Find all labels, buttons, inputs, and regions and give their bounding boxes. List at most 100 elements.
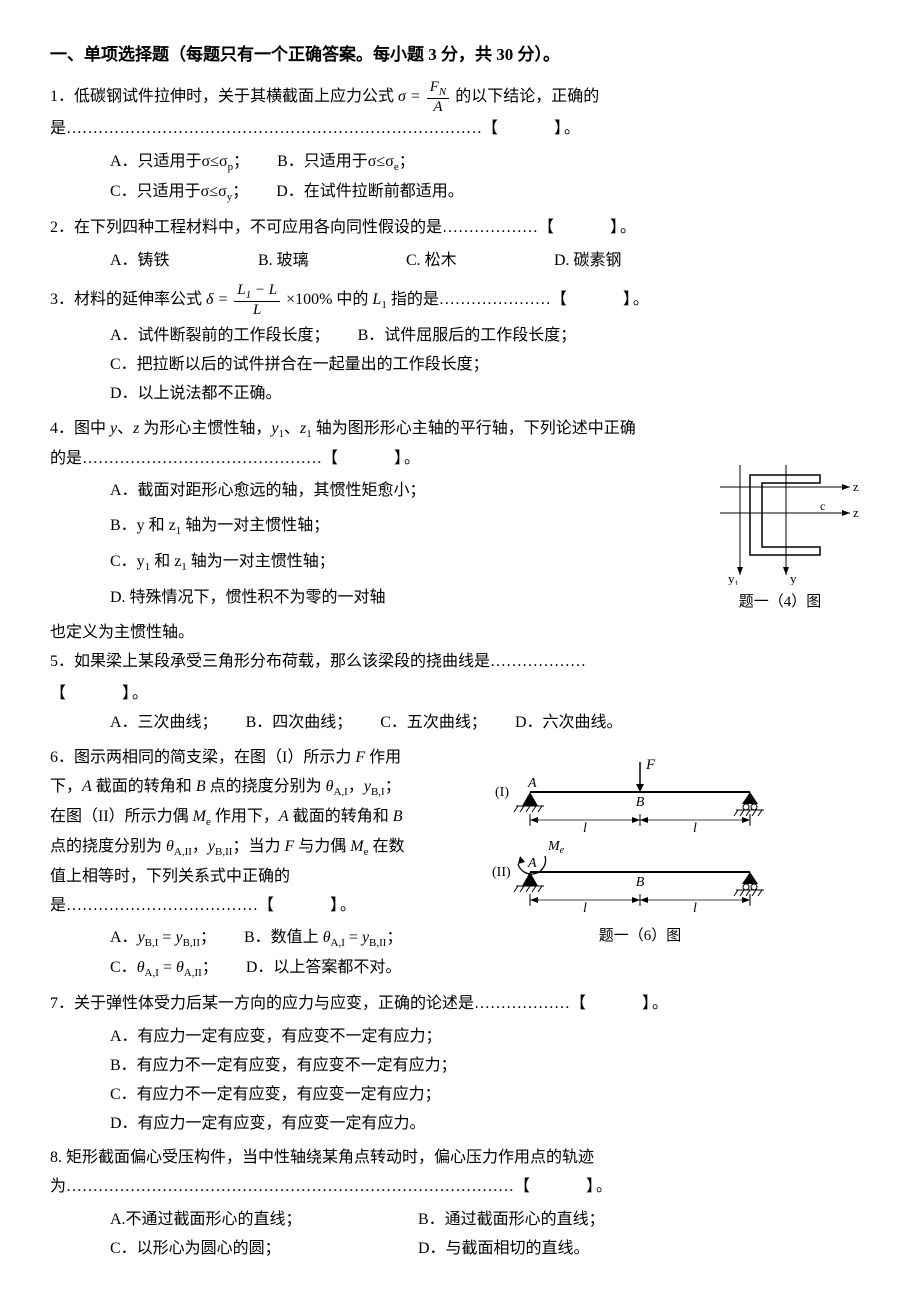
q8-opt-a: A.不通过截面形心的直线；: [110, 1206, 390, 1235]
q6-stem-a: 6．图示两相同的简支梁，在图（I）所示力 F 作用: [50, 749, 401, 766]
q3-stem-a: 3．材料的延伸率公式: [50, 291, 202, 308]
q7-stem: 7．关于弹性体受力后某一方向的应力与应变，正确的论述是: [50, 995, 474, 1012]
q3-frac-num: L1 − L: [234, 282, 280, 302]
q1-stem-c: 是: [50, 120, 66, 137]
axis-c-label: c: [820, 499, 825, 513]
beam2-l2: l: [693, 901, 697, 916]
beam1-B: B: [636, 795, 645, 810]
beam2-B: B: [636, 875, 645, 890]
q3-delta: δ =: [206, 291, 228, 308]
q3-opt-d: D．以上说法都不正确。: [110, 385, 282, 402]
question-4-row: 4．图中 y、z 为形心主惯性轴，y1、z1 轴为图形形心主轴的平行轴，下列论述…: [50, 415, 870, 648]
q7-options: A．有应力一定有应变，有应变不一定有应力； B．有应力不一定有应变，有应变不一定…: [50, 1023, 870, 1138]
q7-opt-d: D．有应力一定有应变，有应变一定有应力。: [110, 1115, 426, 1132]
q5-options: A．三次曲线； B．四次曲线； C．五次曲线； D．六次曲线。: [50, 709, 870, 738]
q1-frac-den: A: [427, 99, 450, 116]
beam2-A: A: [527, 856, 537, 871]
beam1-A: A: [527, 776, 537, 791]
q1-fraction: FN A: [427, 79, 450, 116]
q8-opt-c: C．以形心为圆心的圆；: [110, 1235, 390, 1264]
q6-opt-a: A．yB,I = yB,II；: [110, 924, 216, 954]
axis-y1-label: y₁: [728, 571, 739, 585]
q4-dots: ………………………………………: [82, 450, 322, 467]
q2-opt-a: A．铸铁: [110, 247, 230, 276]
q4-figure: z₁ z c y₁ y 题一（4）图: [690, 455, 870, 616]
q2-options: A．铸铁 B. 玻璃 C. 松木 D. 碳素钢: [50, 247, 870, 276]
question-1: 1．低碳钢试件拉伸时，关于其横截面上应力公式 σ = FN A 的以下结论，正确…: [50, 79, 870, 144]
q4-options: A．截面对距形心愈远的轴，其惯性矩愈小； B．y 和 z1 轴为一对主惯性轴； …: [50, 477, 680, 613]
question-8: 8. 矩形截面偏心受压构件，当中性轴绕某角点转动时，偏心压力作用点的轨迹 为………: [50, 1144, 870, 1202]
q4-bracket: 【 】。: [322, 450, 422, 467]
q7-dots: ………………: [474, 995, 570, 1012]
beam1-l1: l: [583, 821, 587, 834]
question-7: 7．关于弹性体受力后某一方向的应力与应变，正确的论述是………………【 】。: [50, 990, 870, 1019]
q1-options: A．只适用于σ≤σp； B．只适用于σ≤σe； C．只适用于σ≤σy； D．在试…: [50, 148, 870, 208]
q1-stem-b: 的以下结论，正确的: [455, 88, 599, 105]
beam1-F: F: [645, 757, 656, 773]
q6-opt-b: B．数值上 θA,I = yB,II；: [244, 924, 402, 954]
q3-stem-b: ×100% 中的 L1 指的是: [286, 291, 439, 308]
q7-opt-b: B．有应力不一定有应变，有应变不一定有应力；: [110, 1057, 457, 1074]
q6-opt-d: D．以上答案都不对。: [246, 954, 402, 984]
q3-opt-b: B．试件屈服后的工作段长度；: [358, 322, 577, 351]
question-2: 2．在下列四种工程材料中，不可应用各向同性假设的是………………【 】。: [50, 214, 870, 243]
q4-opt-c: C．y1 和 z1 轴为一对主惯性轴；: [110, 553, 335, 570]
q8-stem-a: 8. 矩形截面偏心受压构件，当中性轴绕某角点转动时，偏心压力作用点的轨迹: [50, 1149, 594, 1166]
q6-opt-c: C．θA,I = θA,II；: [110, 954, 218, 984]
q1-opt-d: D．在试件拉断前都适用。: [276, 178, 464, 208]
q3-bracket: 【 】。: [551, 291, 651, 308]
q5-opt-b: B．四次曲线；: [246, 709, 353, 738]
axis-y-label: y: [790, 571, 797, 585]
q5-dots: ………………: [490, 653, 586, 670]
q1-opt-c: C．只适用于σ≤σy；: [110, 178, 248, 208]
q4-opt-a: A．截面对距形心愈远的轴，其惯性矩愈小；: [110, 482, 426, 499]
question-4: 4．图中 y、z 为形心主惯性轴，y1、z1 轴为图形形心主轴的平行轴，下列论述…: [50, 415, 680, 474]
q3-frac-den: L: [234, 302, 280, 319]
q5-opt-d: D．六次曲线。: [515, 709, 623, 738]
section-title: 一、单项选择题（每题只有一个正确答案。每小题 3 分，共 30 分）。: [50, 40, 870, 71]
q2-opt-c: C. 松木: [406, 247, 526, 276]
question-6-row: 6．图示两相同的简支梁，在图（I）所示力 F 作用 下，A 截面的转角和 B 点…: [50, 744, 870, 990]
q6-figure: (I) A F B l l (I: [490, 754, 790, 950]
q3-dots: …………………: [439, 291, 551, 308]
q8-opt-d: D．与截面相切的直线。: [418, 1235, 590, 1264]
q7-bracket: 【 】。: [570, 995, 670, 1012]
q8-dots: …………………………………………………………………………: [66, 1178, 514, 1195]
q4-stem-a: 4．图中 y、z 为形心主惯性轴，y1、z1 轴为图形形心主轴的平行轴，下列论述…: [50, 420, 636, 437]
axis-z-label: z: [853, 505, 859, 520]
q6-fig-label: 题一（6）图: [490, 923, 790, 950]
q3-opt-c: C．把拉断以后的试件拼合在一起量出的工作段长度；: [110, 356, 489, 373]
q7-opt-c: C．有应力不一定有应变，有应变一定有应力；: [110, 1086, 441, 1103]
q8-options: A.不通过截面形心的直线； B．通过截面形心的直线； C．以形心为圆心的圆； D…: [50, 1206, 870, 1264]
q6-bracket: 【 】。: [258, 897, 358, 914]
q1-sigma: σ =: [398, 88, 421, 105]
q2-bracket: 【 】。: [538, 219, 638, 236]
beam2-Me: Me: [547, 839, 565, 856]
q4-stem-b: 的是: [50, 450, 82, 467]
q8-opt-b: B．通过截面形心的直线；: [418, 1206, 605, 1235]
q3-options: A．试件断裂前的工作段长度； B．试件屈服后的工作段长度； C．把拉断以后的试件…: [50, 322, 870, 408]
q4-fig-label: 题一（4）图: [690, 589, 870, 616]
q6-dots: ………………………………: [66, 897, 258, 914]
q5-opt-a: A．三次曲线；: [110, 709, 218, 738]
q1-dots: ……………………………………………………………………: [66, 120, 482, 137]
q1-opt-b: B．只适用于σ≤σe；: [277, 148, 415, 178]
q2-opt-d: D. 碳素钢: [554, 247, 622, 276]
q3-fraction: L1 − L L: [234, 282, 280, 319]
q1-stem-a: 1．低碳钢试件拉伸时，关于其横截面上应力公式: [50, 88, 394, 105]
q2-dots: ………………: [442, 219, 538, 236]
beam1-l2: l: [693, 821, 697, 834]
beam1-label-I: (I): [495, 785, 509, 800]
q3-opt-a: A．试件断裂前的工作段长度；: [110, 322, 330, 351]
q1-opt-a: A．只适用于σ≤σp；: [110, 148, 249, 178]
q6-stem-b: 下，A 截面的转角和 B 点的挠度分别为 θA,I，yB,I；: [50, 778, 401, 795]
question-5: 5．如果梁上某段承受三角形分布荷载，那么该梁段的挠曲线是………………: [50, 648, 870, 677]
q6-stem-e: 值上相等时，下列关系式中正确的: [50, 868, 290, 885]
q5-opt-c: C．五次曲线；: [380, 709, 487, 738]
beam2-l1: l: [583, 901, 587, 916]
q6-stem-d: 点的挠度分别为 θA,II，yB,II；当力 F 与力偶 Me 在数: [50, 838, 405, 855]
q5-bracket: 【 】。: [50, 685, 150, 702]
q1-bracket: 【 】。: [482, 120, 582, 137]
q4-cont: 也定义为主惯性轴。: [50, 624, 194, 641]
q6-stem-f: 是: [50, 897, 66, 914]
